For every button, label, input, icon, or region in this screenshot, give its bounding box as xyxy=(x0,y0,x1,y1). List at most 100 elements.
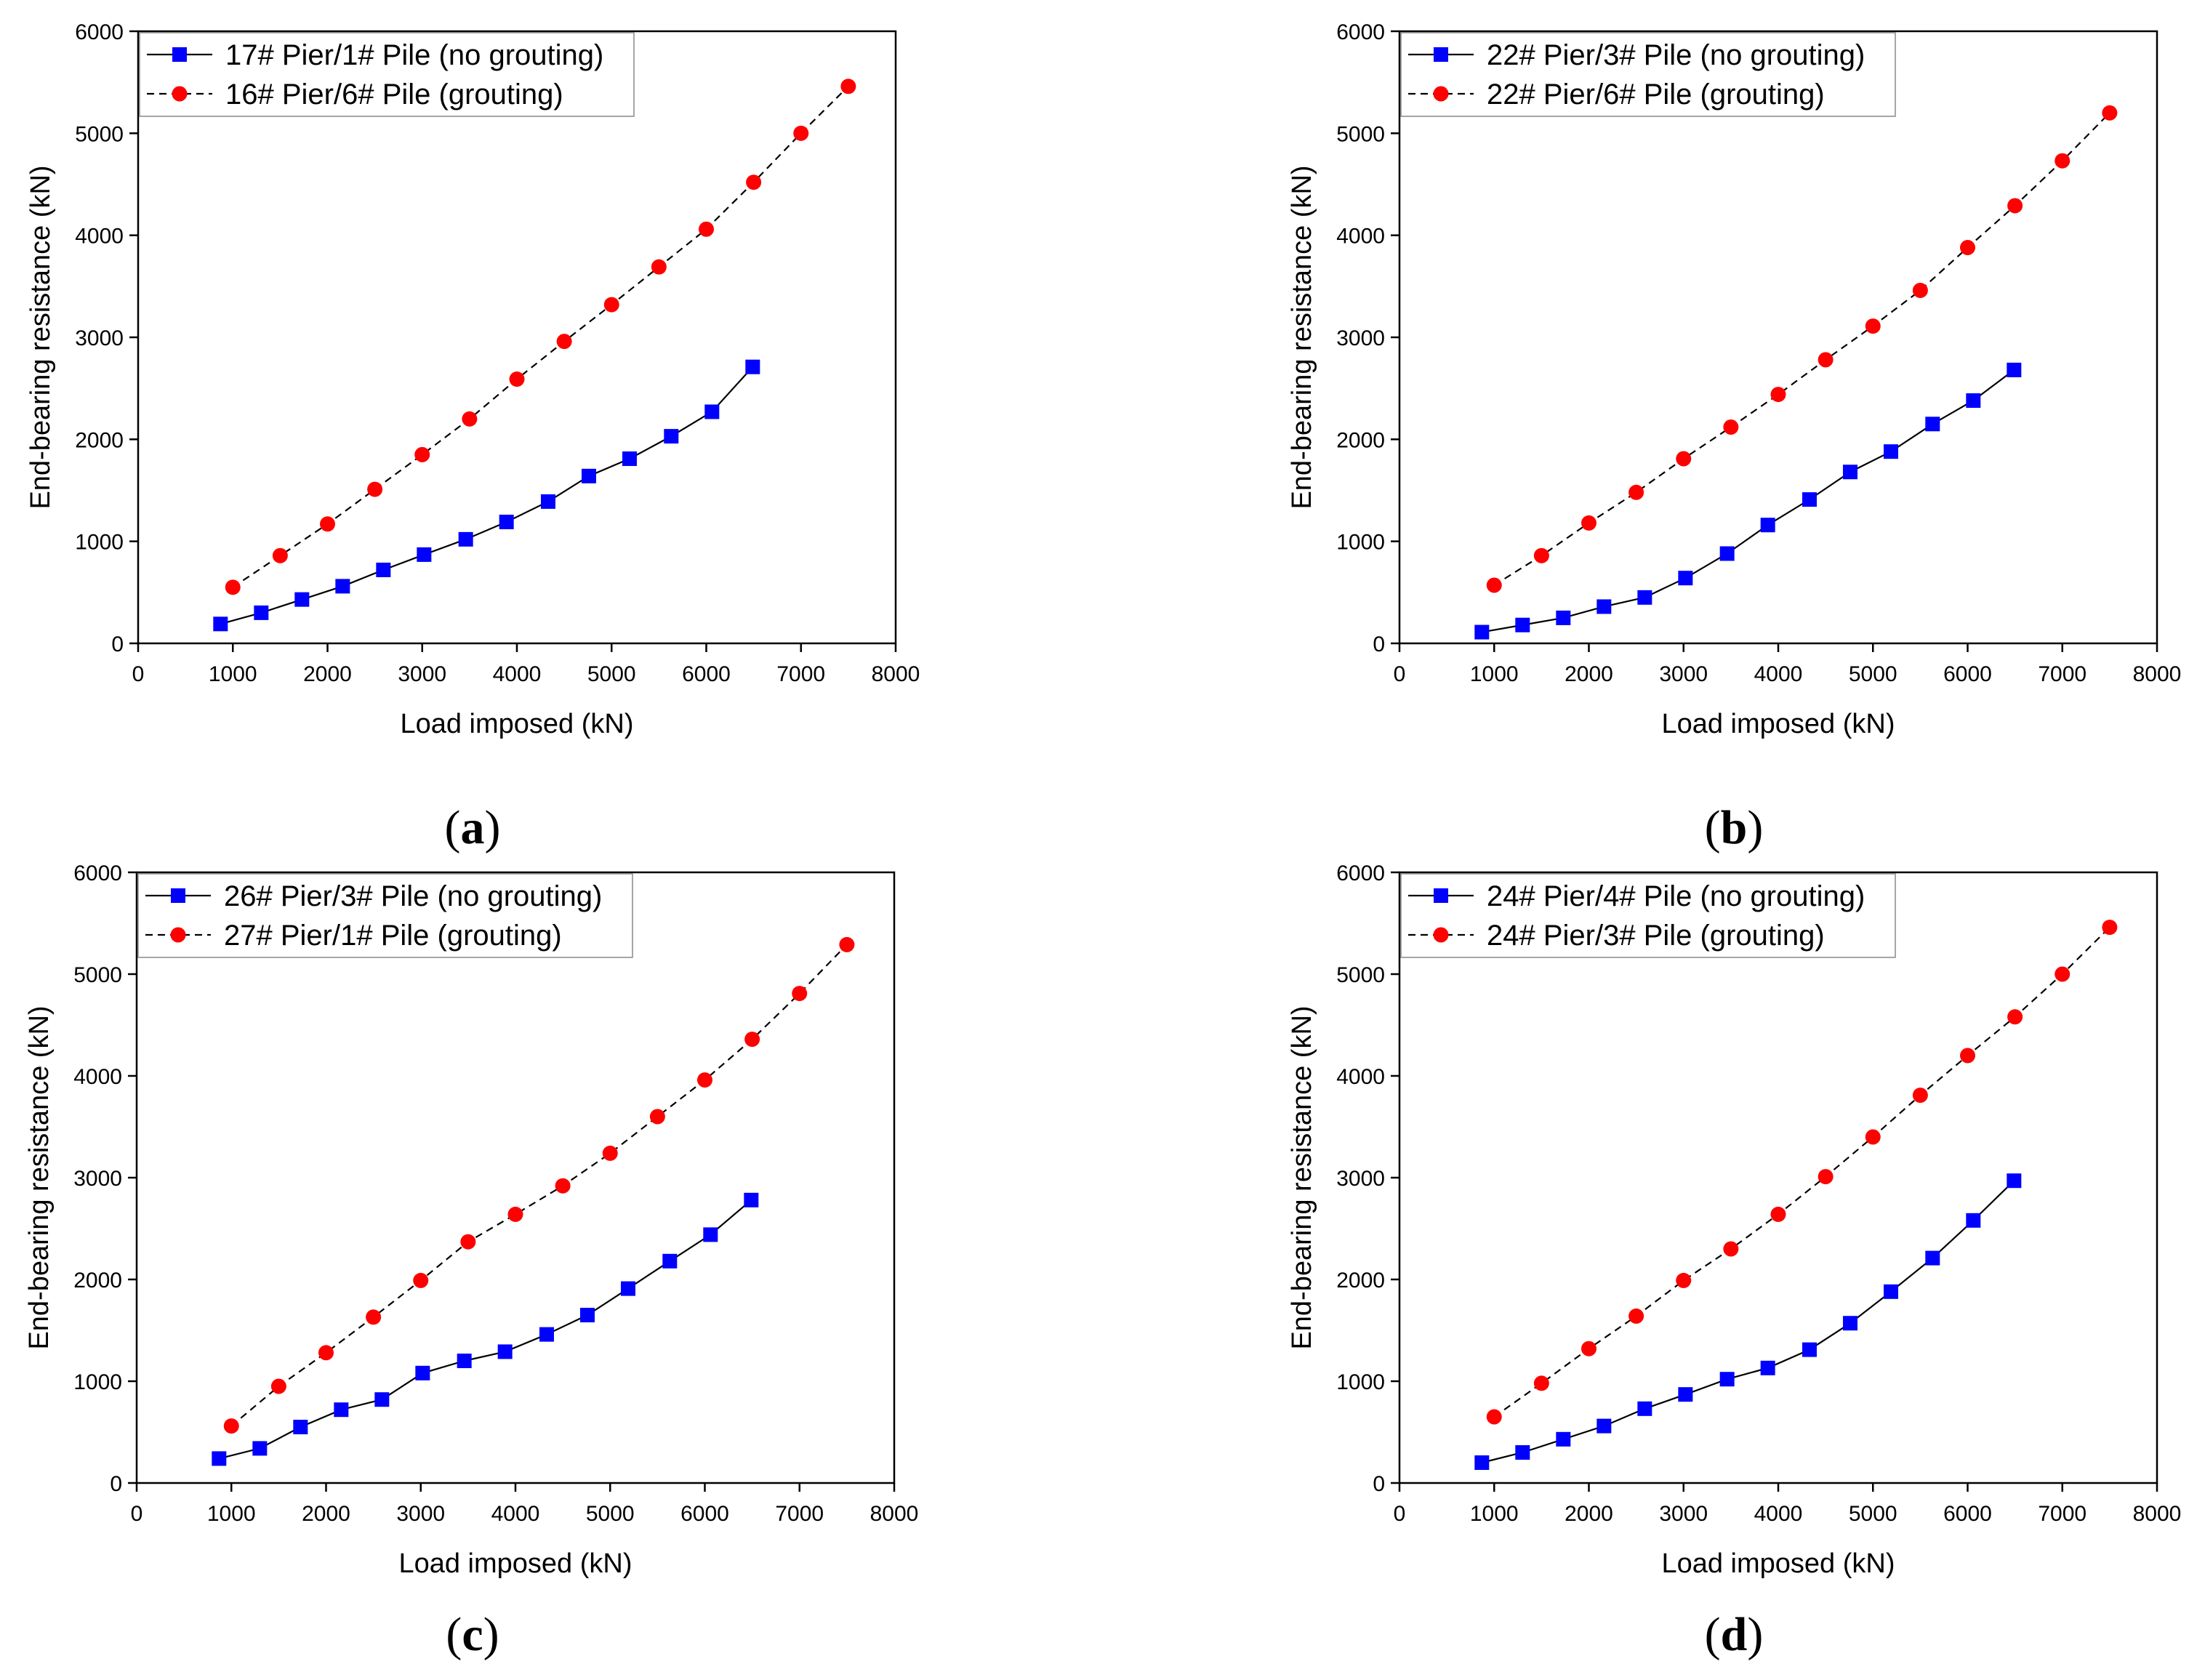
data-point-square xyxy=(213,616,228,632)
data-point-square xyxy=(1556,610,1571,625)
data-point-circle xyxy=(2102,105,2118,121)
panel-label: (c) xyxy=(446,1608,499,1661)
data-point-square xyxy=(1596,1418,1612,1434)
x-tick-label: 2000 xyxy=(1565,1502,1613,1526)
x-tick-label: 0 xyxy=(1394,662,1406,686)
y-tick-label: 1000 xyxy=(75,531,124,555)
x-axis-label: Load imposed (kN) xyxy=(400,709,633,739)
data-point-square xyxy=(703,1227,718,1242)
data-point-circle xyxy=(792,986,808,1002)
plot-frame xyxy=(137,30,897,645)
legend-marker-circle xyxy=(1433,927,1449,943)
legend-marker-square xyxy=(171,888,185,903)
chart-panel-d: 0 1000 2000 3000 4000 5000 6000 7000 8000 0 1000 20… xyxy=(1287,861,2181,1661)
y-tick-label: 4000 xyxy=(73,1065,122,1089)
data-point-square xyxy=(1596,599,1612,614)
panel-label-close: ) xyxy=(1747,801,1763,854)
y-tick-label: 4000 xyxy=(1336,1065,1385,1089)
x-tick-label: 4000 xyxy=(493,662,542,686)
data-point-square xyxy=(1678,1387,1693,1402)
data-point-square xyxy=(745,359,760,374)
legend-label: 24# Pier/4# Pile (no grouting) xyxy=(1487,880,1865,912)
panel-label-letter: d xyxy=(1721,1608,1748,1661)
data-point-circle xyxy=(699,221,714,237)
data-point-circle xyxy=(225,579,241,595)
data-point-square xyxy=(1719,546,1735,561)
data-point-square xyxy=(1556,1431,1571,1447)
data-point-square xyxy=(293,1420,308,1434)
legend: 17# Pier/1# Pile (no grouting) 16# Pier/6… xyxy=(139,32,635,117)
data-point-square xyxy=(1966,393,1981,409)
data-point-square xyxy=(294,592,310,607)
x-tick-label: 2000 xyxy=(303,662,352,686)
data-point-square xyxy=(664,429,679,444)
x-tick-label: 1000 xyxy=(207,1502,256,1526)
data-point-circle xyxy=(1818,352,1834,368)
y-axis-label: End-bearing resistance (kN) xyxy=(24,1005,55,1349)
legend-label: 24# Pier/3# Pile (grouting) xyxy=(1487,920,1825,952)
data-point-circle xyxy=(1486,1409,1502,1425)
data-point-circle xyxy=(2007,1009,2023,1025)
data-point-circle xyxy=(1865,1129,1881,1145)
data-point-circle xyxy=(651,259,667,275)
data-point-circle xyxy=(603,297,619,313)
data-point-square xyxy=(1842,1316,1857,1331)
data-point-square xyxy=(581,468,596,483)
x-tick-label: 5000 xyxy=(586,1502,635,1526)
x-tick-label: 4000 xyxy=(1754,1502,1803,1526)
x-tick-label: 4000 xyxy=(491,1502,540,1526)
data-point-square xyxy=(540,494,555,509)
data-point-circle xyxy=(649,1109,665,1125)
plot-frame xyxy=(1398,30,2158,645)
data-point-square xyxy=(662,1253,678,1269)
panel-label-letter: c xyxy=(462,1608,483,1661)
panel-label-close: ) xyxy=(483,1608,499,1661)
data-point-circle xyxy=(1533,1375,1549,1391)
data-point-circle xyxy=(2102,920,2118,936)
data-point-circle xyxy=(746,174,762,190)
data-point-circle xyxy=(1676,451,1692,467)
legend-box xyxy=(1400,873,1896,958)
y-tick-label: 2000 xyxy=(1336,428,1385,452)
x-tick-label: 3000 xyxy=(1659,1502,1708,1526)
data-point-circle xyxy=(320,516,335,532)
data-point-circle xyxy=(1533,547,1549,563)
data-point-circle xyxy=(839,936,855,952)
data-point-square xyxy=(622,451,637,466)
chart-panel-a: 0 1000 2000 3000 4000 5000 6000 7000 8000 0 1000 20… xyxy=(25,20,920,854)
data-point-square xyxy=(374,1392,390,1407)
y-tick-label: 0 xyxy=(111,632,124,656)
x-tick-label: 6000 xyxy=(1943,662,1992,686)
data-point-circle xyxy=(1676,1272,1692,1288)
x-tick-label: 8000 xyxy=(2133,1502,2182,1526)
legend-marker-square xyxy=(1434,888,1448,903)
legend-marker-circle xyxy=(170,927,186,943)
data-point-square xyxy=(1883,444,1898,459)
data-point-circle xyxy=(555,1178,571,1194)
y-tick-label: 5000 xyxy=(73,963,122,987)
data-point-circle xyxy=(1770,1206,1786,1222)
x-tick-label: 7000 xyxy=(2038,662,2086,686)
plot-frame xyxy=(1398,871,2158,1484)
y-tick-label: 6000 xyxy=(73,861,122,885)
x-tick-label: 6000 xyxy=(680,1502,729,1526)
x-tick-label: 6000 xyxy=(682,662,731,686)
data-point-circle xyxy=(1960,240,1975,256)
data-point-square xyxy=(2007,1173,2022,1189)
legend-label: 16# Pier/6# Pile (grouting) xyxy=(225,79,563,110)
chart-panel-c: 0 1000 2000 3000 4000 5000 6000 7000 8000 0 1000 20… xyxy=(24,861,918,1661)
legend: 26# Pier/3# Pile (no grouting) 27# Pier/1… xyxy=(137,873,633,958)
x-tick-label: 5000 xyxy=(587,662,636,686)
data-point-circle xyxy=(1912,1088,1928,1104)
data-point-circle xyxy=(460,1234,476,1250)
data-point-square xyxy=(1925,417,1940,432)
data-point-square xyxy=(1637,1401,1652,1416)
data-point-circle xyxy=(462,411,478,427)
data-point-circle xyxy=(1912,282,1928,298)
data-point-square xyxy=(457,1354,472,1368)
x-tick-label: 1000 xyxy=(1470,662,1519,686)
x-tick-label: 7000 xyxy=(2038,1502,2086,1526)
y-tick-label: 2000 xyxy=(75,428,124,452)
y-tick-label: 1000 xyxy=(1336,531,1385,555)
